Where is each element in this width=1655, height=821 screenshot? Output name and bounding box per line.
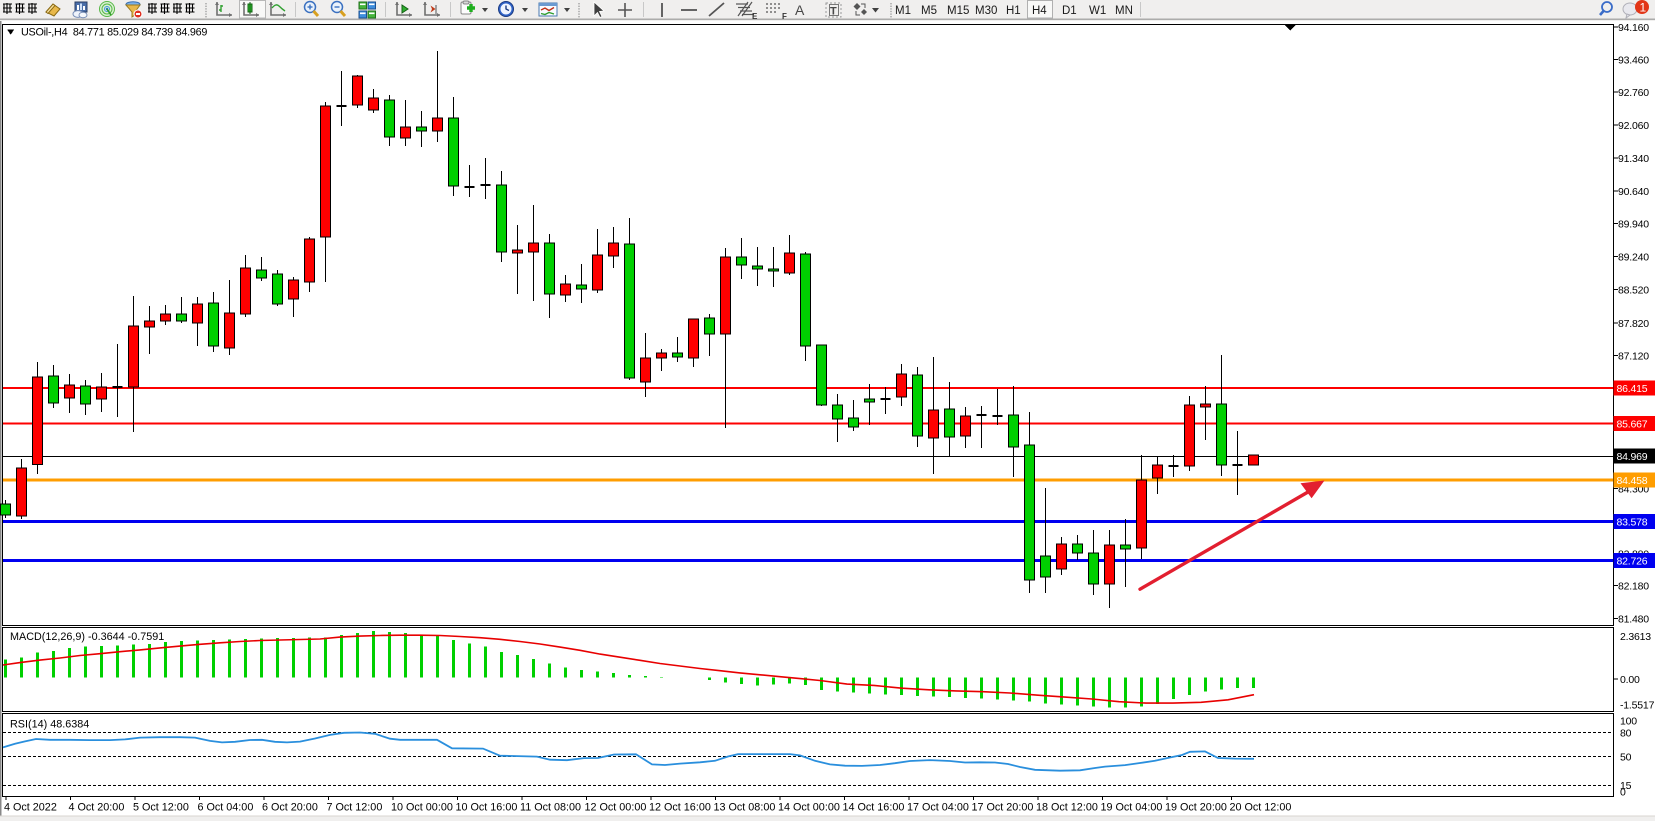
svg-text:6 Oct 20:00: 6 Oct 20:00 [262,802,318,814]
svg-text:20 Oct 12:00: 20 Oct 12:00 [1230,802,1292,814]
svg-text:W1: W1 [1089,5,1106,17]
svg-text:82.180: 82.180 [1618,581,1649,593]
svg-text:M15: M15 [947,5,969,17]
svg-text:88.520: 88.520 [1618,285,1649,297]
svg-text:81.480: 81.480 [1618,614,1649,626]
svg-text:-1.5517: -1.5517 [1620,700,1655,712]
svg-text:0: 0 [1620,787,1626,799]
svg-text:12 Oct 16:00: 12 Oct 16:00 [649,802,711,814]
svg-text:82.726: 82.726 [1617,556,1648,568]
svg-text:USOil-,H4 84.771 85.029 84.73: USOil-,H4 84.771 85.029 84.739 84.969 [21,27,207,39]
svg-text:14 Oct 16:00: 14 Oct 16:00 [843,802,905,814]
svg-text:0.00: 0.00 [1620,674,1640,686]
svg-text:6 Oct 04:00: 6 Oct 04:00 [198,802,254,814]
svg-text:14 Oct 00:00: 14 Oct 00:00 [778,802,840,814]
svg-text:13 Oct 08:00: 13 Oct 08:00 [714,802,776,814]
svg-text:4 Oct 20:00: 4 Oct 20:00 [69,802,125,814]
svg-text:87.820: 87.820 [1618,318,1649,330]
svg-text:89.240: 89.240 [1618,252,1649,264]
svg-text:D1: D1 [1062,5,1077,17]
svg-text:10 Oct 16:00: 10 Oct 16:00 [456,802,518,814]
svg-text:85.667: 85.667 [1617,419,1648,431]
svg-text:A: A [795,2,805,18]
svg-text:93.460: 93.460 [1618,55,1649,67]
svg-text:84.458: 84.458 [1617,475,1648,487]
svg-text:11 Oct 08:00: 11 Oct 08:00 [520,802,581,814]
svg-text:92.760: 92.760 [1618,87,1649,99]
svg-text:MACD(12,26,9) -0.3644 -0.7591: MACD(12,26,9) -0.3644 -0.7591 [10,631,164,643]
svg-text:10 Oct 00:00: 10 Oct 00:00 [391,802,453,814]
svg-text:T: T [830,6,837,18]
svg-text:84.969: 84.969 [1617,451,1648,463]
svg-text:1: 1 [1640,1,1647,15]
svg-text:15: 15 [1620,780,1632,792]
svg-text:18 Oct 12:00: 18 Oct 12:00 [1036,802,1098,814]
svg-text:17 Oct 20:00: 17 Oct 20:00 [972,802,1034,814]
svg-text:19 Oct 20:00: 19 Oct 20:00 [1165,802,1227,814]
svg-text:5 Oct 12:00: 5 Oct 12:00 [133,802,189,814]
svg-text:7 Oct 12:00: 7 Oct 12:00 [327,802,383,814]
svg-text:4 Oct 2022: 4 Oct 2022 [4,802,57,814]
svg-text:MN: MN [1115,5,1133,17]
svg-text:91.340: 91.340 [1618,153,1649,165]
svg-text:H1: H1 [1006,5,1021,17]
svg-text:E: E [752,12,758,21]
svg-text:100: 100 [1620,716,1637,728]
svg-text:92.060: 92.060 [1618,120,1649,132]
svg-text:17 Oct 04:00: 17 Oct 04:00 [907,802,969,814]
svg-text:50: 50 [1620,752,1632,764]
svg-text:M5: M5 [921,5,937,17]
svg-text:M30: M30 [975,5,997,17]
svg-text:H4: H4 [1032,5,1047,17]
svg-text:94.160: 94.160 [1618,22,1649,34]
svg-text:RSI(14) 48.6384: RSI(14) 48.6384 [10,719,89,731]
svg-text:86.415: 86.415 [1617,383,1648,395]
svg-text:89.940: 89.940 [1618,219,1649,231]
svg-text:90.640: 90.640 [1618,186,1649,198]
svg-text:83.578: 83.578 [1617,517,1648,529]
svg-text:12 Oct 00:00: 12 Oct 00:00 [585,802,647,814]
svg-text:80: 80 [1620,728,1632,740]
svg-text:M1: M1 [895,5,911,17]
svg-text:87.120: 87.120 [1618,351,1649,363]
svg-text:F: F [782,12,787,21]
svg-text:2.3613: 2.3613 [1620,631,1651,643]
svg-text:19 Oct 04:00: 19 Oct 04:00 [1101,802,1163,814]
